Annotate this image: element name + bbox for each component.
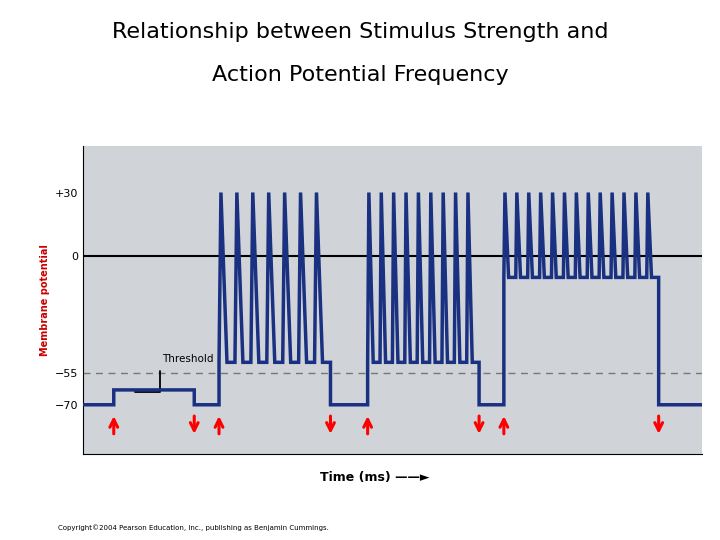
Text: Threshold: Threshold [162,354,214,364]
Text: Time (ms) ——►: Time (ms) ——► [320,471,429,484]
Text: Copyright©2004 Pearson Education, Inc., publishing as Benjamin Cummings.: Copyright©2004 Pearson Education, Inc., … [58,524,328,531]
Y-axis label: Membrane potential: Membrane potential [40,244,50,356]
Text: Relationship between Stimulus Strength and: Relationship between Stimulus Strength a… [112,22,608,42]
Text: Action Potential Frequency: Action Potential Frequency [212,65,508,85]
